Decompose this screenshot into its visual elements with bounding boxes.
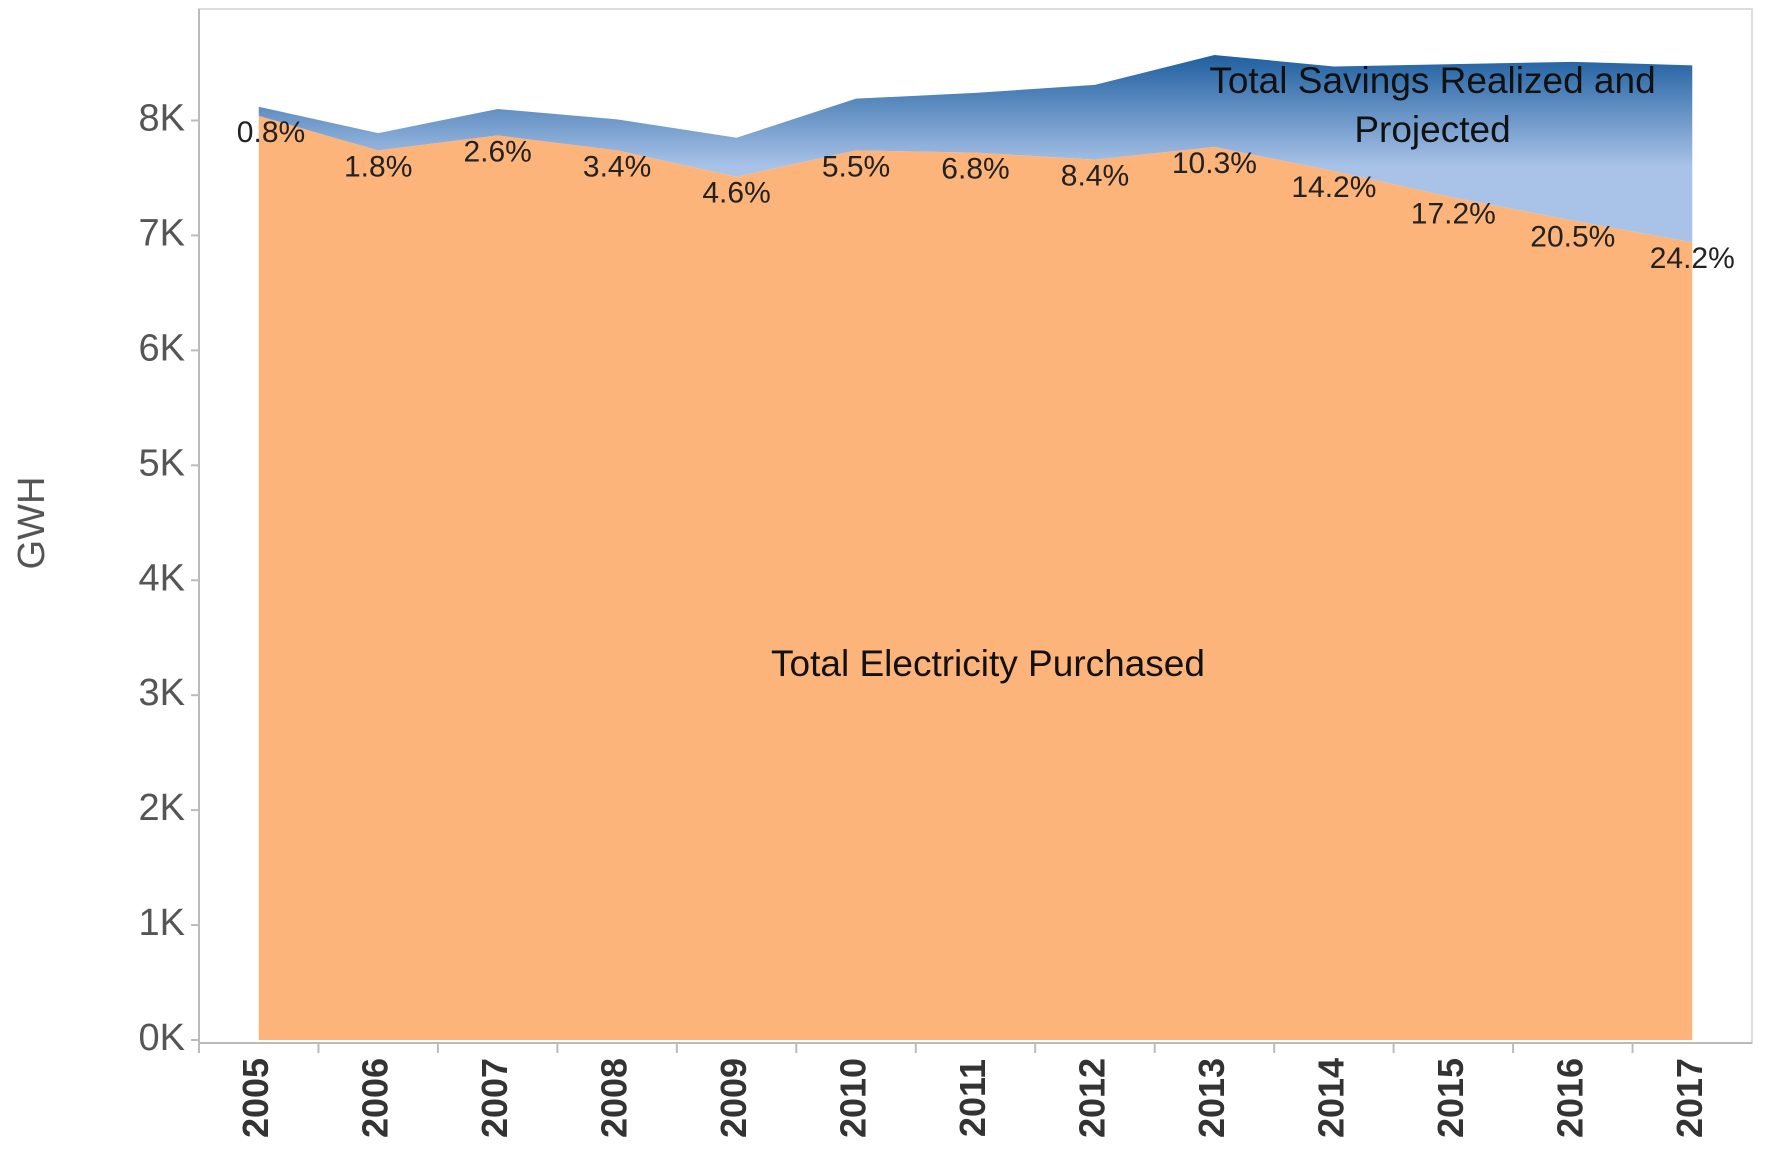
x-tick-label: 2015 bbox=[1430, 1058, 1471, 1138]
data-label: 5.5% bbox=[822, 150, 890, 183]
area-label: Total Savings Realized and Projected bbox=[1209, 60, 1656, 150]
y-tick-label: 8K bbox=[139, 98, 185, 140]
x-tick-label: 2008 bbox=[594, 1058, 635, 1138]
x-tick-label: 2011 bbox=[952, 1059, 993, 1137]
data-label: 1.8% bbox=[344, 150, 412, 183]
data-label: 17.2% bbox=[1411, 197, 1496, 230]
x-tick-label: 2005 bbox=[235, 1058, 276, 1138]
y-tick-label: 0K bbox=[139, 1017, 185, 1059]
area bbox=[258, 54, 1693, 243]
y-tick-label: 4K bbox=[139, 557, 185, 599]
data-label: 8.4% bbox=[1061, 159, 1129, 192]
y-axis-label: GWH bbox=[11, 477, 53, 570]
data-label: 0.8% bbox=[237, 116, 305, 149]
x-tick-label: 2006 bbox=[355, 1058, 396, 1138]
data-label: 24.2% bbox=[1650, 242, 1735, 275]
y-tick-label: 6K bbox=[139, 327, 185, 369]
data-label: 10.3% bbox=[1172, 147, 1257, 180]
y-tick-label: 1K bbox=[139, 902, 185, 944]
y-tick-label: 3K bbox=[139, 672, 185, 714]
data-label: 6.8% bbox=[941, 153, 1009, 186]
x-tick-label: 2007 bbox=[474, 1058, 515, 1138]
y-tick-label: 2K bbox=[139, 787, 185, 829]
x-tick-label: 2017 bbox=[1669, 1058, 1710, 1138]
data-label: 3.4% bbox=[583, 150, 651, 183]
area-label: Total Electricity Purchased bbox=[771, 643, 1205, 684]
x-tick-label: 2014 bbox=[1310, 1058, 1351, 1138]
x-tick-label: 2013 bbox=[1191, 1058, 1232, 1138]
x-tick-label: 2010 bbox=[833, 1058, 874, 1138]
y-tick-label: 5K bbox=[139, 442, 185, 484]
x-tick-label: 2012 bbox=[1071, 1058, 1112, 1138]
x-tick-label: 2009 bbox=[713, 1058, 754, 1138]
data-label: 14.2% bbox=[1291, 171, 1376, 204]
data-label: 20.5% bbox=[1530, 220, 1615, 253]
y-tick-label: 7K bbox=[139, 212, 185, 254]
data-label: 4.6% bbox=[702, 177, 770, 210]
area bbox=[258, 115, 1693, 1041]
data-label: 2.6% bbox=[463, 135, 531, 168]
x-tick-label: 2016 bbox=[1549, 1058, 1590, 1138]
